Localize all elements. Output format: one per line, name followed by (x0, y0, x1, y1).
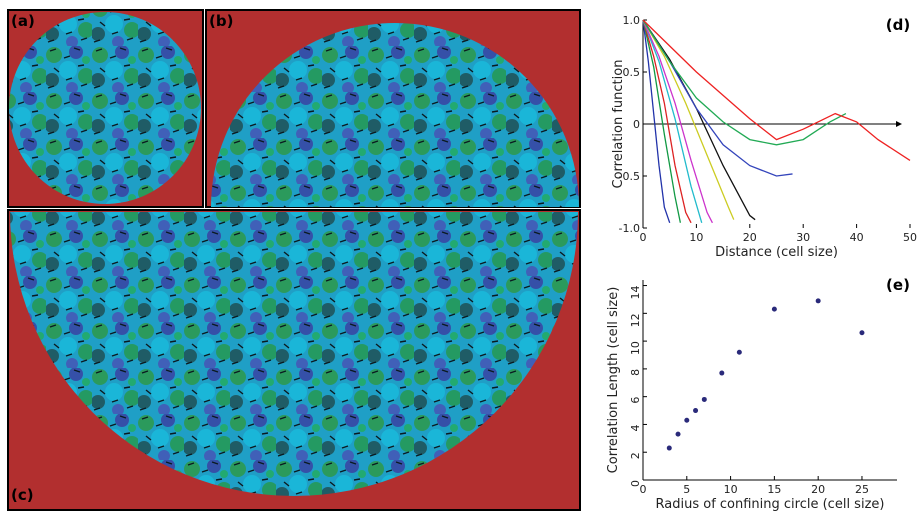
series-line (642, 19, 671, 224)
y-axis-label: Correlation function (611, 60, 626, 189)
x-axis-label: Distance (cell size) (715, 245, 838, 260)
point (859, 330, 865, 336)
y-tick-label: 0.5 (623, 66, 641, 79)
series-line (642, 19, 682, 223)
y-tick-label: -0.5 (619, 170, 640, 183)
y-tick-label: 1.0 (623, 14, 641, 27)
y-tick-label: 10 (629, 341, 642, 355)
series-line (642, 19, 756, 221)
y-tick-label: 8 (629, 369, 642, 376)
panel-label: (b) (209, 12, 233, 30)
x-tick-label: 40 (850, 231, 864, 244)
y-tick-label: -1.0 (619, 222, 640, 235)
panel-b: (b) (205, 9, 581, 208)
panel-label: (a) (11, 12, 35, 30)
y-tick-label: 14 (629, 286, 642, 300)
panel-c: (c) (7, 209, 581, 511)
panel-label: (e) (886, 276, 910, 294)
series-line (642, 19, 911, 161)
point (701, 396, 707, 402)
series-line (642, 19, 735, 220)
x-tick-label: 20 (743, 231, 757, 244)
x-tick-label: 0 (640, 231, 647, 244)
y-tick-label: 2 (629, 452, 642, 459)
x-tick-label: 25 (855, 483, 869, 496)
y-tick-label: 12 (629, 313, 642, 327)
x-tick-label: 10 (724, 483, 738, 496)
x-tick-label: 15 (767, 483, 781, 496)
x-tick-label: 5 (683, 483, 690, 496)
y-tick-label: 4 (629, 424, 642, 431)
series-line (642, 19, 793, 177)
x-axis-label: Radius of confining circle (cell size) (656, 497, 885, 512)
panel-label: (c) (11, 486, 34, 504)
x-tick-label: 50 (903, 231, 917, 244)
x-tick-label: 0 (640, 483, 647, 496)
point (675, 431, 681, 437)
y-tick-label: 0 (633, 118, 640, 131)
series-line (642, 19, 847, 146)
series-line (642, 19, 703, 223)
y-axis-label: Correlation Length (cell size) (606, 287, 621, 474)
point (771, 306, 777, 312)
point (815, 298, 821, 304)
point (684, 417, 690, 423)
point (736, 349, 742, 355)
point (666, 445, 672, 451)
axis-arrow (896, 121, 902, 127)
point (719, 370, 725, 376)
x-tick-label: 20 (811, 483, 825, 496)
y-tick-label: 0 (629, 480, 642, 487)
series-line (642, 19, 713, 224)
x-tick-label: 10 (689, 231, 703, 244)
series-line (642, 19, 692, 224)
panel-a: (a) (7, 9, 204, 208)
x-tick-label: 30 (796, 231, 810, 244)
y-tick-label: 6 (629, 397, 642, 404)
panel-label: (d) (886, 16, 910, 34)
point (693, 408, 699, 414)
